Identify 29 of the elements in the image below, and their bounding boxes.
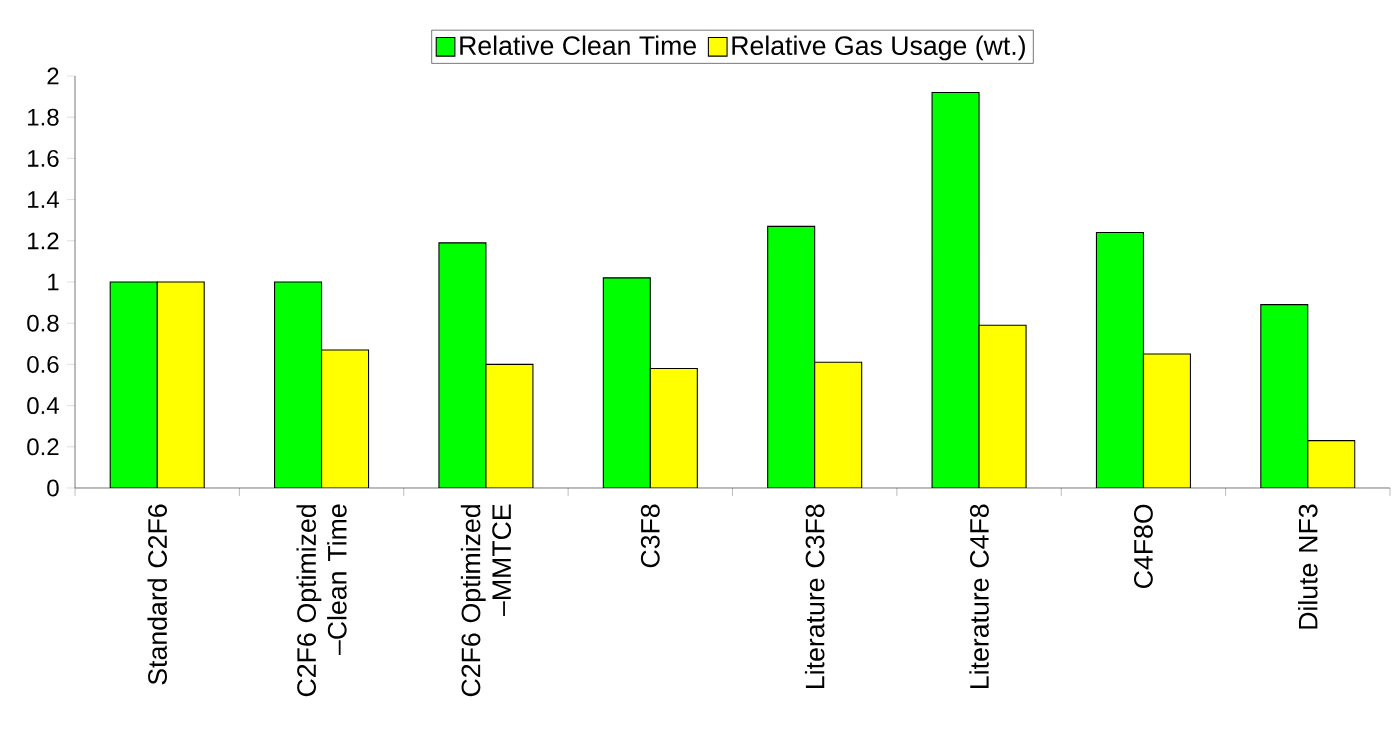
bar <box>438 242 487 488</box>
x-tick-label: Literature C4F8 <box>969 504 989 688</box>
x-tick-label: C2F6 Optimized –MMTCE <box>460 504 512 697</box>
x-tick-label: Standard C2F6 <box>147 504 167 685</box>
y-tick-label: 0.4 <box>27 397 59 415</box>
x-tick-label: C2F6 Optimized –Clean Time <box>296 504 347 697</box>
y-tick-label: 0.6 <box>27 355 59 373</box>
y-tick-label: 1.2 <box>28 232 59 250</box>
legend-label: Relative Gas Usage (wt.) <box>732 35 1025 61</box>
x-tick-label: Literature C3F8 <box>804 504 825 688</box>
x-tick-label: C3F8 <box>640 504 660 568</box>
legend-label: Relative Clean Time <box>460 35 696 56</box>
y-tick-label: 1 <box>48 273 59 291</box>
y-tick-label: 1.6 <box>28 149 59 167</box>
y-tick-label: 0.2 <box>27 438 59 456</box>
bar <box>274 281 323 488</box>
x-tick-label: Dilute NF3 <box>1298 504 1318 629</box>
y-tick-label: 1.4 <box>28 191 59 208</box>
bar <box>1260 304 1309 488</box>
bar <box>602 277 651 488</box>
bar <box>1095 232 1144 488</box>
bar <box>767 225 816 488</box>
y-tick-label: 1.8 <box>28 108 59 126</box>
bar <box>109 281 158 488</box>
y-tick-label: 0 <box>47 479 59 497</box>
x-tick-label: C4F8O <box>1134 504 1153 588</box>
y-tick-label: 2 <box>47 67 59 85</box>
y-tick-label: 0.8 <box>27 314 59 332</box>
bar <box>931 91 980 488</box>
